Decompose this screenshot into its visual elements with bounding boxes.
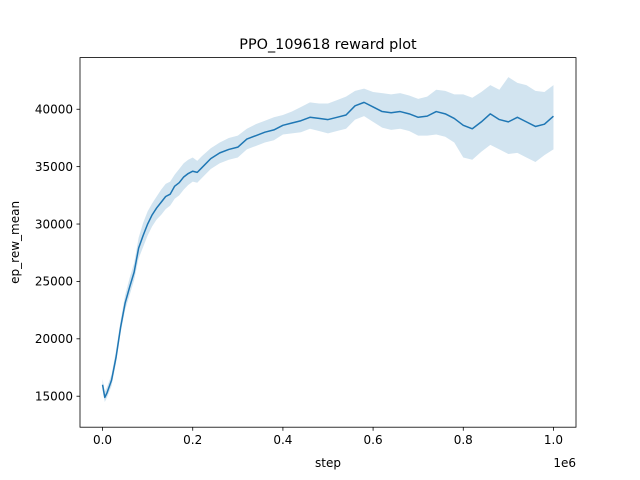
x-offset-label: 1e6 — [553, 456, 576, 470]
series-0-confidence-band — [102, 77, 554, 402]
y-tick-label: 35000 — [35, 160, 73, 174]
y-tick-label: 30000 — [35, 217, 73, 231]
y-tick-label: 40000 — [35, 103, 73, 117]
x-tick-label: 0.6 — [364, 433, 383, 447]
plot-frame — [79, 57, 577, 428]
y-tick-label: 20000 — [35, 332, 73, 346]
y-tick-label: 15000 — [35, 390, 73, 404]
series-0-mean-line — [101, 101, 554, 399]
x-tick-label: 1.0 — [544, 433, 563, 447]
x-tick-label: 0.2 — [183, 433, 202, 447]
x-axis-label: step — [315, 456, 341, 470]
y-axis-label: ep_rew_mean — [8, 201, 22, 284]
x-tick-label: 0.0 — [93, 433, 112, 447]
x-tick-label: 0.4 — [273, 433, 292, 447]
chart-title: PPO_109618 reward plot — [239, 37, 417, 53]
x-tick-label: 0.8 — [454, 433, 473, 447]
y-tick-label: 25000 — [35, 275, 73, 289]
